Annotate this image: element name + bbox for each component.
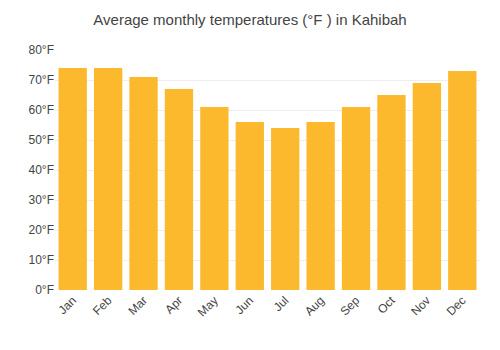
svg-text:70°F: 70°F — [29, 73, 54, 87]
svg-text:Jul: Jul — [271, 293, 292, 314]
svg-text:80°F: 80°F — [29, 43, 54, 57]
svg-text:40°F: 40°F — [29, 163, 54, 177]
svg-text:20°F: 20°F — [29, 223, 54, 237]
svg-text:10°F: 10°F — [29, 253, 54, 267]
svg-text:Apr: Apr — [162, 293, 185, 316]
svg-text:Dec: Dec — [444, 293, 469, 318]
svg-text:0°F: 0°F — [35, 283, 54, 297]
svg-text:May: May — [195, 293, 221, 319]
svg-text:Jun: Jun — [233, 293, 257, 317]
svg-text:Oct: Oct — [375, 293, 399, 317]
svg-text:50°F: 50°F — [29, 133, 54, 147]
svg-text:Average monthly temperatures (: Average monthly temperatures (°F ) in Ka… — [93, 11, 406, 28]
svg-text:Sep: Sep — [337, 293, 362, 318]
svg-text:Feb: Feb — [90, 293, 115, 318]
svg-text:Aug: Aug — [302, 293, 327, 318]
svg-text:30°F: 30°F — [29, 193, 54, 207]
svg-text:Mar: Mar — [125, 293, 150, 318]
svg-text:Jan: Jan — [55, 293, 79, 317]
svg-text:60°F: 60°F — [29, 103, 54, 117]
svg-text:Nov: Nov — [408, 293, 433, 318]
